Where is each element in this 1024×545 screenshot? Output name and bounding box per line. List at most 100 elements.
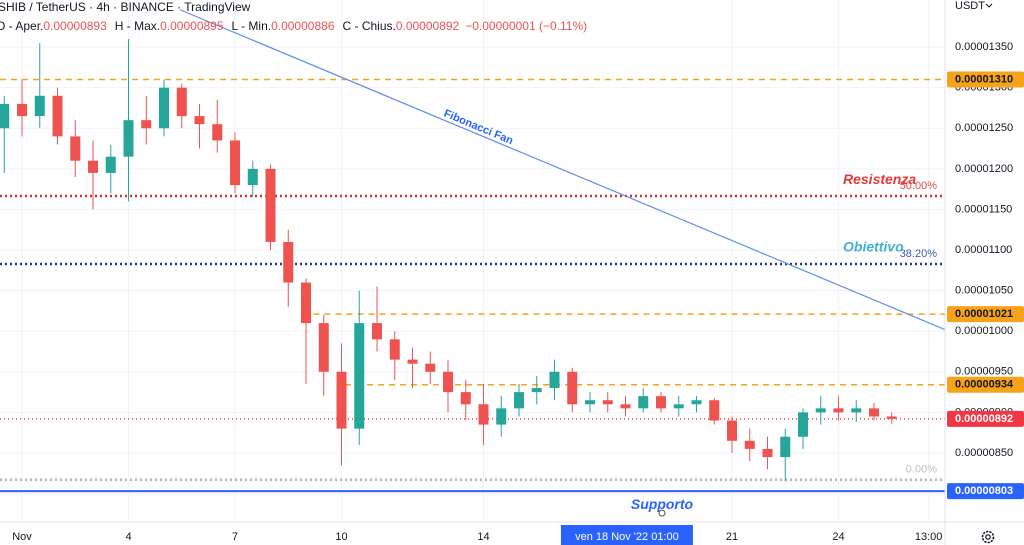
y-tick-label: 0.00001200 (955, 163, 1013, 175)
candle-body (283, 241, 294, 283)
candle-body (638, 396, 649, 409)
x-tick-label: Nov (12, 531, 32, 543)
support-label: Supporto (631, 496, 694, 512)
candle-body (549, 371, 560, 389)
candle-body (744, 440, 755, 449)
candle-body (798, 412, 809, 437)
candle-body (673, 404, 684, 409)
candle-body (691, 400, 702, 405)
price-box (947, 410, 1024, 427)
candle-body (531, 388, 542, 393)
candle-body (34, 95, 45, 117)
candle-body (727, 420, 738, 441)
candle-body (496, 408, 507, 425)
candle-body (620, 404, 631, 409)
price-box (947, 71, 1024, 88)
candle-body (425, 363, 436, 372)
candle-body (460, 392, 471, 405)
fib-percent: 50.00% (900, 180, 938, 192)
candle-body (443, 371, 454, 393)
price-label: 0.00001021 (955, 308, 1013, 320)
legend-label: L - Min. (232, 19, 272, 33)
price-box (947, 376, 1024, 393)
candle-body (407, 359, 418, 364)
price-box (947, 483, 1024, 500)
candle-body (265, 168, 276, 242)
currency[interactable]: USDT (955, 0, 985, 12)
candle-body (478, 404, 489, 425)
candle-body (194, 116, 205, 125)
candle-body (567, 371, 578, 405)
candle-body (105, 156, 116, 173)
candle-body (247, 168, 258, 186)
fib-annotation: Resistenza (843, 171, 916, 187)
price-label: 0.00000803 (955, 485, 1013, 497)
axes: 0.000008500.000009000.000009500.00001000… (12, 41, 1024, 545)
candle-body (141, 120, 152, 129)
legend-change: −0.00000001 (−0.11%) (465, 19, 587, 33)
legend-label: C - Chius. (342, 19, 395, 33)
candle-body (656, 396, 667, 409)
candle-body (815, 408, 826, 413)
legend-value: 0.00000893 (43, 19, 107, 33)
candle-body (159, 87, 170, 129)
candle-body (762, 448, 773, 458)
candle-body (389, 339, 400, 360)
candle-body (709, 400, 720, 421)
candle-body (336, 371, 347, 429)
symbol-title: SHIB / TetherUS · 4h · BINANCE · Trading… (0, 0, 251, 14)
candle-body (851, 408, 862, 413)
y-tick-label: 0.00000950 (955, 366, 1013, 378)
candle-body (70, 136, 81, 161)
candle-body (602, 400, 613, 405)
x-tick-label: 13:00 (915, 531, 943, 543)
candle-body (301, 282, 312, 324)
settings-icon[interactable] (981, 530, 995, 544)
candle-body (52, 95, 63, 137)
candle-body (354, 323, 365, 429)
ohlc-legend: O - Aper.0.00000893 H - Max.0.00000895 L -… (0, 19, 587, 33)
y-tick-label: 0.00001150 (955, 203, 1012, 215)
candle-body (230, 140, 241, 186)
candle-body (869, 408, 880, 417)
x-tick-label: 24 (832, 531, 844, 543)
y-tick-label: 0.00001050 (955, 285, 1013, 297)
legend-label: O - Aper. (0, 19, 43, 33)
legend-value: 0.00000886 (271, 19, 335, 33)
fib-annotation: Obiettivo (843, 239, 904, 255)
fib-percent: 0.00% (906, 464, 937, 476)
price-label: 0.00000934 (955, 379, 1014, 391)
fan-line (179, 9, 945, 331)
x-tick-label: 21 (726, 531, 738, 543)
anchor-dot (658, 509, 666, 517)
fan-label: Fibonacci Fan (442, 108, 515, 148)
candle-body (585, 400, 596, 405)
price-label: 0.00000892 (955, 413, 1013, 425)
x-tick-label: 4 (125, 531, 131, 543)
candle-body (514, 392, 525, 409)
fib-percent: 38.20% (900, 248, 938, 260)
candle-body (0, 103, 10, 129)
candle-body (176, 87, 187, 117)
price-label: 0.00001310 (955, 73, 1013, 85)
y-tick-label: 0.00001100 (955, 244, 1012, 256)
candle-body (318, 323, 329, 372)
candle-body (88, 160, 99, 173)
candle-body (17, 103, 28, 117)
crosshair-label: ven 18 Nov '22 01:00 (575, 531, 679, 543)
candle-body (123, 120, 134, 157)
candle-body (780, 436, 791, 458)
candle-body (212, 124, 223, 141)
x-tick-label: 10 (335, 531, 347, 543)
legend-label: H - Max. (115, 19, 160, 33)
y-tick-label: 0.00000850 (955, 447, 1013, 459)
price-box (947, 306, 1024, 323)
chevron[interactable] (985, 3, 993, 8)
candle-body (372, 323, 383, 340)
candle-body (886, 416, 897, 419)
y-tick-label: 0.00001000 (955, 325, 1013, 337)
y-tick-label: 0.00001350 (955, 41, 1013, 53)
y-tick-label: 0.00001250 (955, 122, 1013, 134)
